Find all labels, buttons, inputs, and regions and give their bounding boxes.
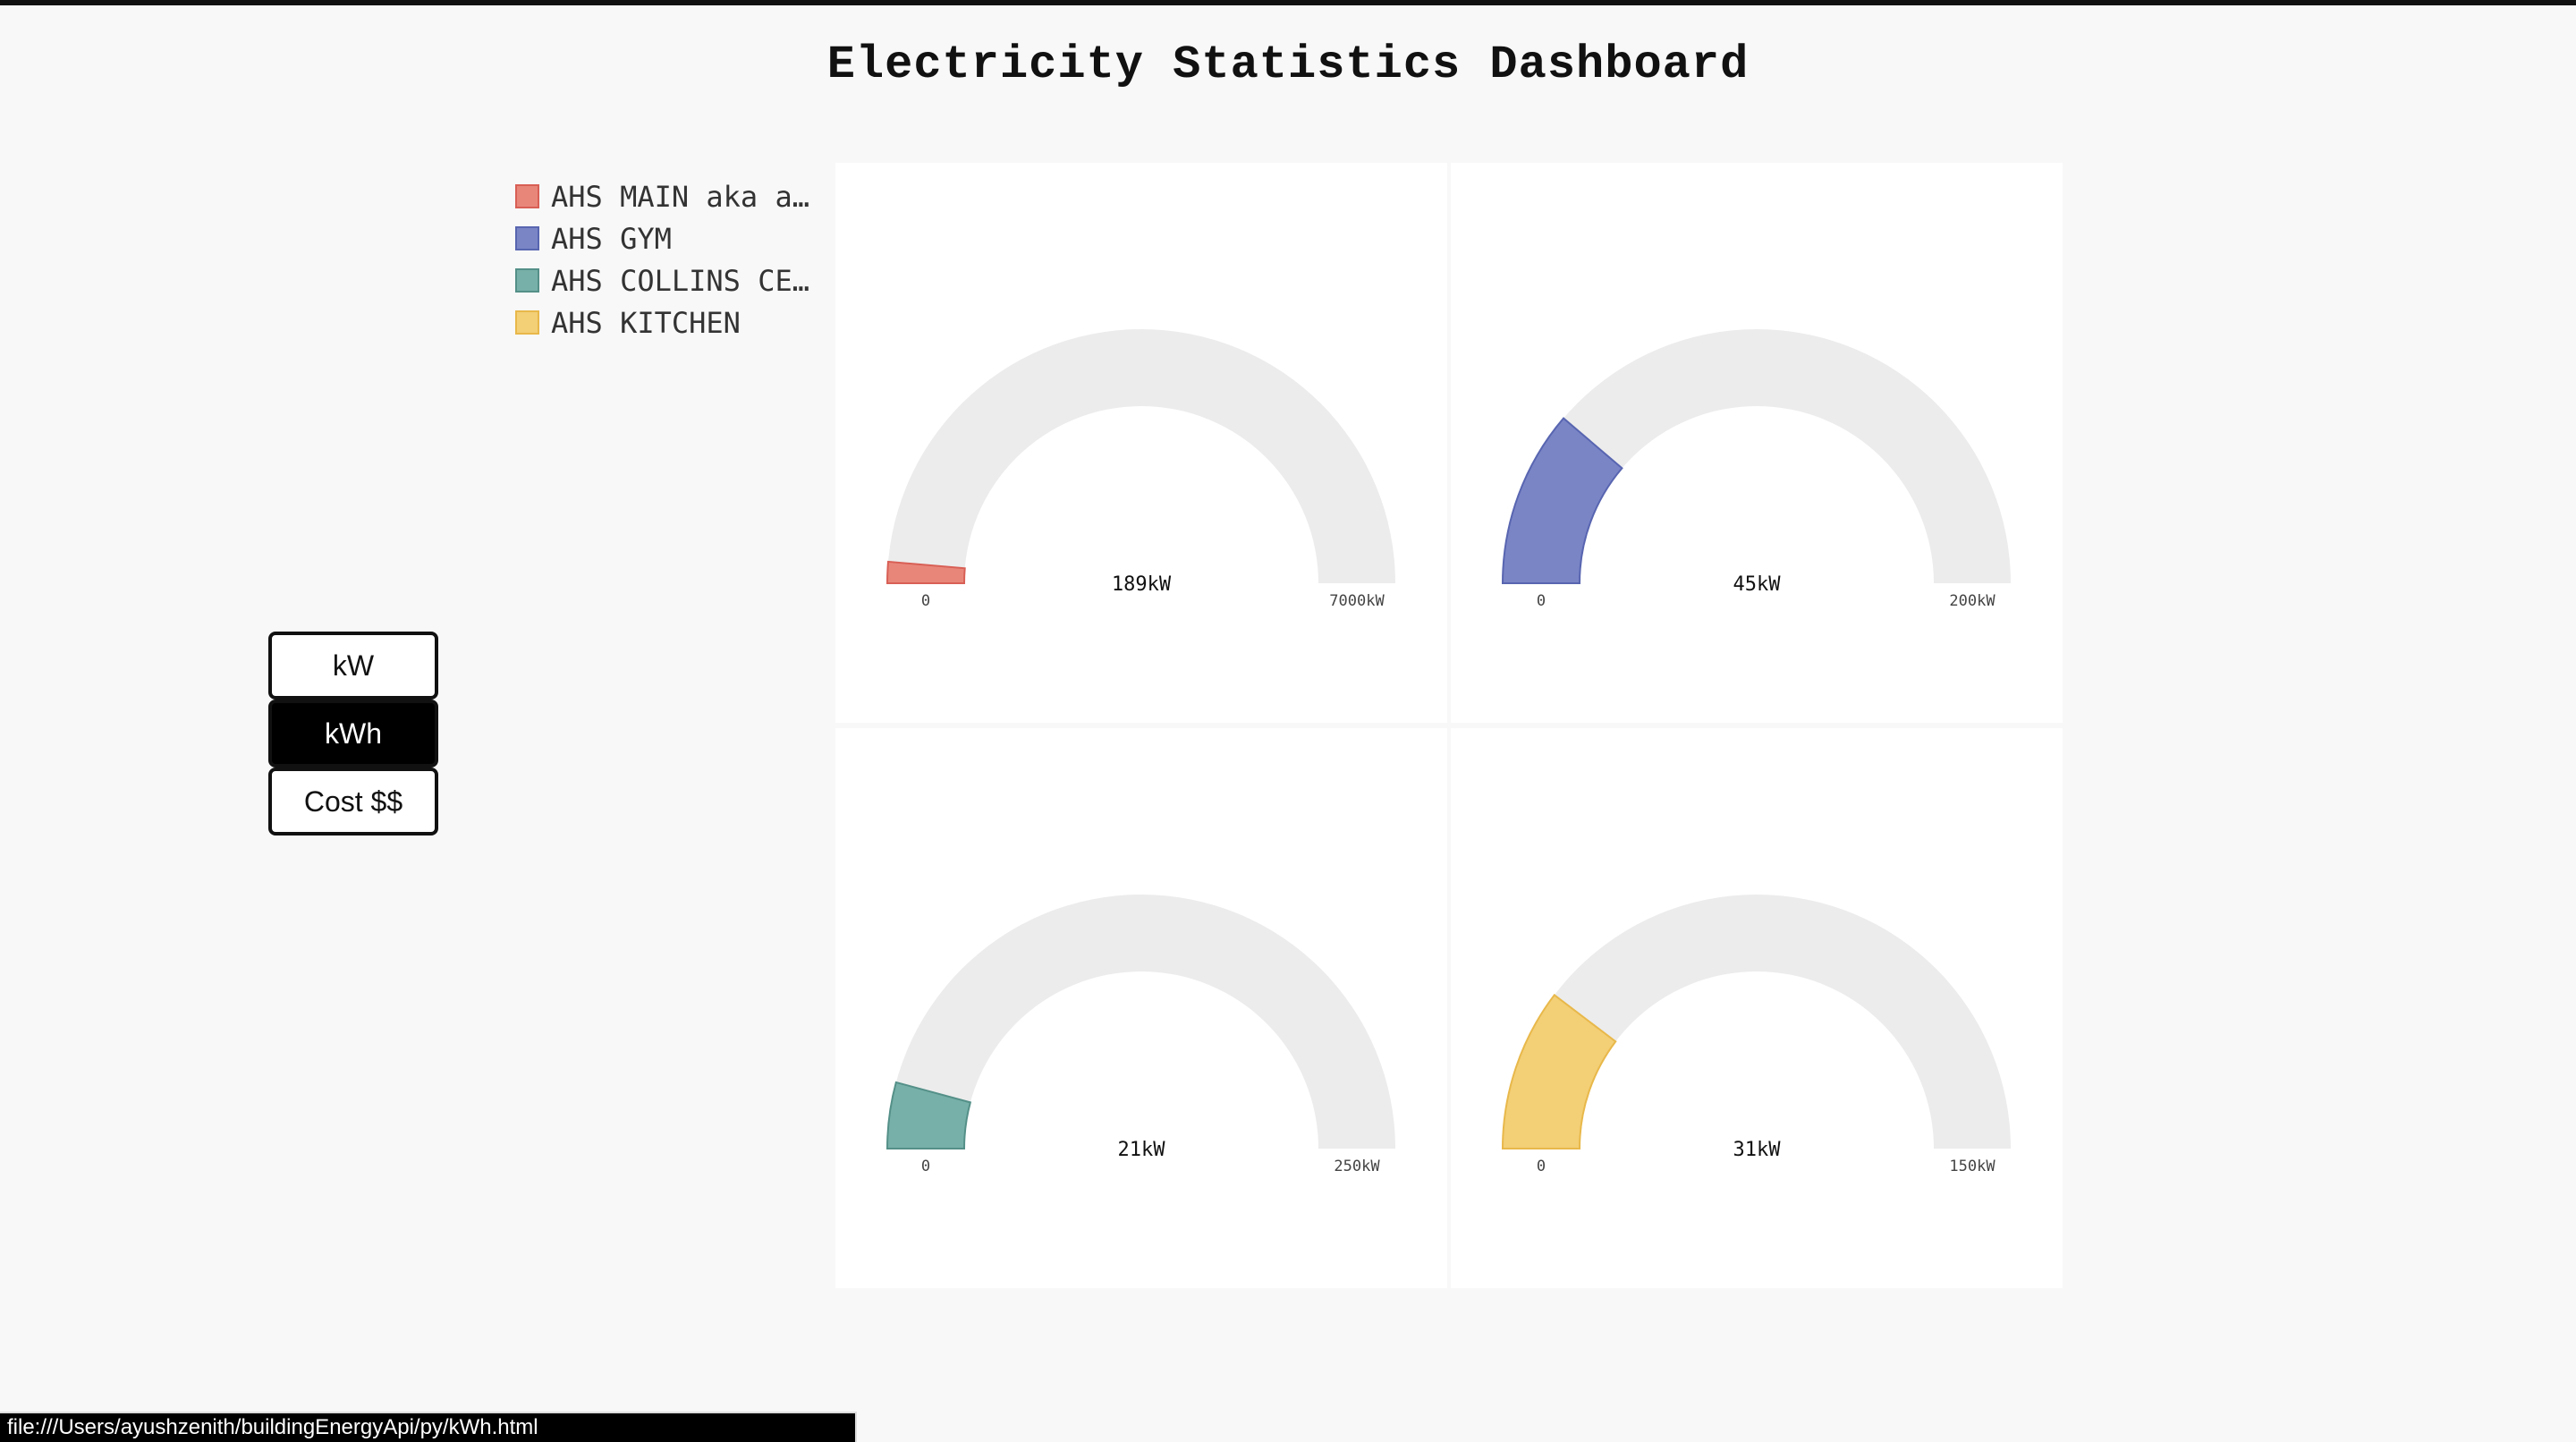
gauge-value-label: 31kW — [1733, 1139, 1782, 1161]
gauge-panel-main: 189kW 0 7000kW — [835, 163, 1447, 723]
legend-item-gym[interactable]: AHS GYM — [515, 217, 810, 259]
gauge-chart: 45kW 0 200kW — [1501, 329, 2011, 610]
gauge-fill — [886, 560, 966, 584]
gauge-value-label: 21kW — [1118, 1139, 1166, 1161]
unit-toggle-group: kW kWh Cost $$ — [268, 632, 438, 836]
status-bar-url: file:///Users/ayushzenith/buildingEnergy… — [0, 1412, 857, 1442]
legend-swatch — [515, 226, 539, 250]
gauge-panel-collins: 21kW 0 250kW — [835, 728, 1447, 1288]
gauge-fill — [1501, 993, 1617, 1149]
gauge-grid: 189kW 0 7000kW 45kW 0 200kW 21kW 0 250kW… — [834, 161, 2068, 1290]
kwh-button[interactable]: kWh — [268, 700, 438, 768]
gauge-track — [887, 329, 1395, 583]
legend-item-kitchen[interactable]: AHS KITCHEN — [515, 301, 810, 344]
legend-swatch — [515, 184, 539, 208]
kw-button[interactable]: kW — [268, 632, 438, 700]
gauge-max-label: 7000kW — [1329, 592, 1385, 610]
gauge-track — [1503, 895, 2011, 1149]
gauge-fill — [1501, 417, 1623, 584]
legend-item-collins[interactable]: AHS COLLINS CE… — [515, 259, 810, 301]
gauge-min-label: 0 — [921, 1158, 930, 1175]
gauge-min-label: 0 — [1537, 1158, 1546, 1175]
legend-swatch — [515, 310, 539, 335]
gauge-min-label: 0 — [921, 592, 930, 610]
gauge-chart: 189kW 0 7000kW — [886, 329, 1395, 610]
chart-legend: AHS MAIN aka a… AHS GYM AHS COLLINS CE… … — [515, 175, 810, 344]
gauge-panel-gym: 45kW 0 200kW — [1451, 163, 2063, 723]
gauge-panel-kitchen: 31kW 0 150kW — [1451, 728, 2063, 1288]
gauge-value-label: 45kW — [1733, 573, 1782, 596]
gauge-max-label: 250kW — [1334, 1158, 1380, 1175]
window-top-border — [0, 0, 2576, 5]
legend-swatch — [515, 268, 539, 293]
page-title: Electricity Statistics Dashboard — [826, 38, 1750, 91]
gauge-fill — [886, 1081, 972, 1149]
legend-label: AHS MAIN aka a… — [551, 179, 809, 214]
gauge-min-label: 0 — [1537, 592, 1546, 610]
gauge-track — [887, 895, 1395, 1149]
gauge-max-label: 200kW — [1949, 592, 1996, 610]
gauge-value-label: 189kW — [1112, 573, 1172, 596]
gauge-chart: 31kW 0 150kW — [1501, 895, 2011, 1175]
legend-label: AHS COLLINS CE… — [551, 263, 809, 298]
legend-label: AHS KITCHEN — [551, 305, 741, 340]
gauge-chart: 21kW 0 250kW — [886, 895, 1395, 1175]
cost-button[interactable]: Cost $$ — [268, 768, 438, 836]
gauge-max-label: 150kW — [1949, 1158, 1996, 1175]
gauge-track — [1503, 329, 2011, 583]
legend-label: AHS GYM — [551, 221, 672, 256]
legend-item-main[interactable]: AHS MAIN aka a… — [515, 175, 810, 217]
